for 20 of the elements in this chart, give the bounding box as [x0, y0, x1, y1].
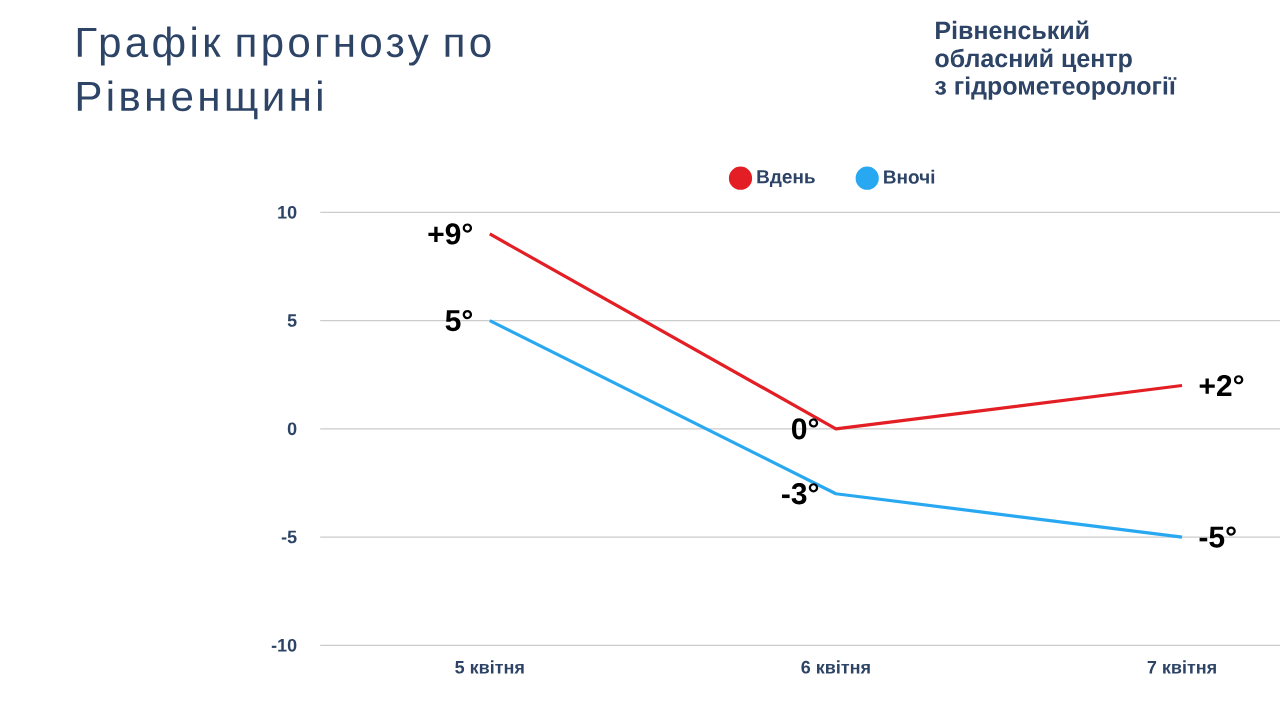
- data-label: 5°: [445, 309, 473, 332]
- y-tick-label: -5: [281, 530, 297, 544]
- x-tick-label: 5 квітня: [455, 660, 524, 674]
- y-tick-label: -10: [271, 638, 297, 652]
- y-tick-label: 5: [287, 314, 297, 327]
- y-tick-label: 10: [278, 205, 297, 219]
- data-label: +9°: [428, 223, 473, 245]
- y-tick-label: 0: [287, 422, 297, 436]
- data-label: +2°: [1199, 375, 1244, 396]
- legend-label: Вночі: [884, 169, 935, 184]
- text: Рівненський: [936, 20, 1089, 40]
- text: з гідрометеорології: [935, 76, 1177, 100]
- text: обласний центр: [935, 48, 1132, 73]
- legend-label: Вдень: [757, 170, 815, 188]
- data-label: 0°: [792, 418, 819, 440]
- data-label: -5°: [1199, 526, 1236, 548]
- x-tick-label: 7 квітня: [1147, 660, 1216, 674]
- x-tick-label: 6 квітня: [801, 660, 870, 674]
- data-label: -3°: [781, 483, 819, 505]
- chart-title: Графік прогнозу по Рівненщині: [77, 26, 491, 120]
